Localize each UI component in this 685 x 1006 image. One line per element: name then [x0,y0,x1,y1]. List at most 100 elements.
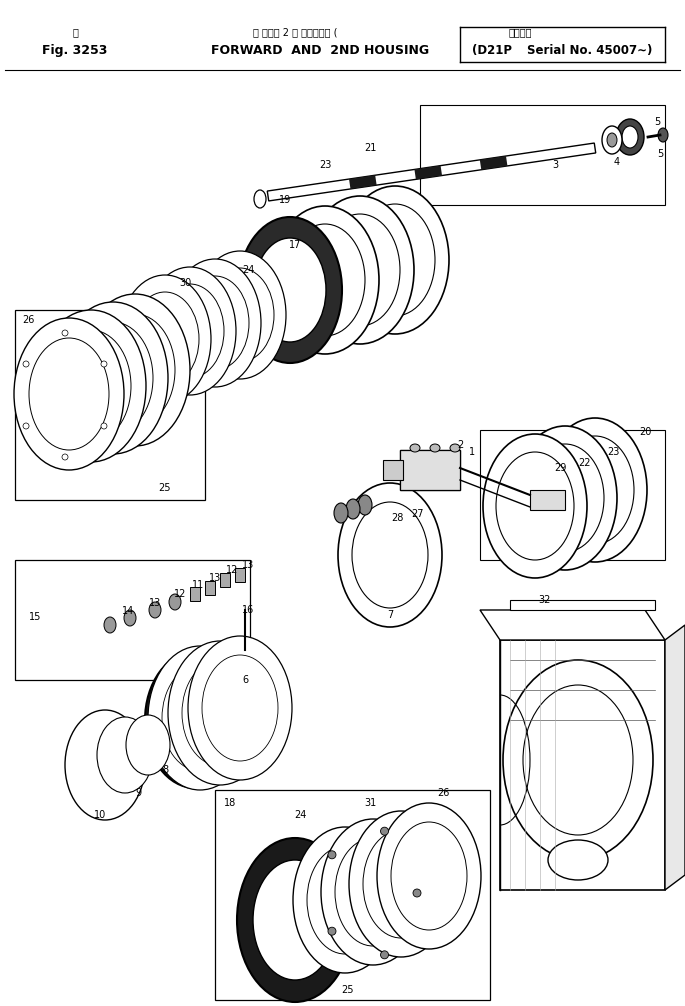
Text: 7: 7 [387,610,393,620]
Ellipse shape [602,126,622,154]
Polygon shape [500,640,665,890]
Ellipse shape [51,330,131,442]
Ellipse shape [306,196,414,344]
Ellipse shape [523,685,633,835]
Text: 32: 32 [539,595,551,605]
Text: 25: 25 [159,483,171,493]
Ellipse shape [483,434,587,578]
Ellipse shape [556,436,634,544]
Text: 13: 13 [149,598,161,608]
Ellipse shape [65,710,145,820]
Ellipse shape [543,418,647,562]
Text: 8: 8 [162,765,168,775]
Ellipse shape [349,811,453,957]
Polygon shape [267,143,596,201]
Ellipse shape [335,838,411,946]
Polygon shape [349,175,377,189]
Text: Serial No. 45007∼): Serial No. 45007∼) [527,43,653,56]
Text: 4: 4 [614,157,620,167]
Ellipse shape [144,267,236,395]
Text: 13: 13 [242,560,254,570]
Text: FORWARD  AND  2ND HOUSING: FORWARD AND 2ND HOUSING [211,43,429,56]
Polygon shape [215,790,490,1000]
Text: 1: 1 [469,447,475,457]
Ellipse shape [80,294,190,446]
Ellipse shape [254,238,326,342]
Text: 18: 18 [224,798,236,808]
Bar [235,568,245,582]
Text: 26: 26 [437,788,449,798]
Ellipse shape [36,310,146,462]
Text: 17: 17 [289,240,301,250]
Text: 15: 15 [29,612,41,622]
Ellipse shape [169,594,181,610]
Polygon shape [665,625,685,890]
Ellipse shape [131,292,199,386]
Ellipse shape [410,444,420,452]
Polygon shape [383,460,403,480]
Bar [220,573,230,586]
Text: 27: 27 [412,509,424,519]
Ellipse shape [321,819,425,965]
Ellipse shape [381,827,388,835]
Text: Fig. 3253: Fig. 3253 [42,43,108,56]
Polygon shape [15,310,205,500]
Text: 16: 16 [242,605,254,615]
Text: 14: 14 [122,606,134,616]
Text: 29: 29 [553,463,566,473]
Polygon shape [400,450,460,490]
Ellipse shape [391,822,467,930]
Ellipse shape [328,928,336,936]
Ellipse shape [358,495,372,515]
Ellipse shape [334,503,348,523]
Ellipse shape [160,670,230,770]
Ellipse shape [62,330,68,336]
Ellipse shape [124,610,136,626]
Text: 13: 13 [209,573,221,583]
Ellipse shape [73,322,153,434]
Text: 12: 12 [174,589,186,599]
Text: 5: 5 [657,149,663,159]
Polygon shape [480,610,665,640]
Ellipse shape [104,617,116,633]
Text: 前 および 2 速 ハウジング (: 前 および 2 速 ハウジング ( [253,27,337,37]
Text: 適用号機: 適用号機 [508,27,532,37]
Ellipse shape [338,483,442,627]
Ellipse shape [206,268,274,362]
Ellipse shape [95,314,175,426]
Ellipse shape [320,214,400,326]
Text: 6: 6 [242,675,248,685]
Ellipse shape [307,846,383,954]
Polygon shape [479,156,508,170]
Ellipse shape [285,224,365,336]
Ellipse shape [169,259,261,387]
Ellipse shape [355,204,435,316]
Ellipse shape [271,206,379,354]
Ellipse shape [254,190,266,208]
Ellipse shape [126,715,170,775]
Ellipse shape [548,840,608,880]
Text: 5: 5 [654,117,660,127]
Text: 12: 12 [226,565,238,575]
Ellipse shape [622,126,638,148]
Ellipse shape [101,361,107,367]
Ellipse shape [352,502,428,608]
Text: 11: 11 [192,580,204,590]
Ellipse shape [237,838,353,1002]
Ellipse shape [616,119,644,155]
Text: 28: 28 [391,513,403,523]
Ellipse shape [58,302,168,454]
Ellipse shape [119,275,211,403]
Ellipse shape [97,717,153,793]
Bar [190,586,200,601]
Ellipse shape [23,423,29,429]
Ellipse shape [381,951,388,959]
Ellipse shape [293,827,397,973]
Text: 9: 9 [135,788,141,798]
Text: 25: 25 [342,985,354,995]
Text: 前: 前 [72,27,78,37]
Text: (D21P: (D21P [472,43,512,56]
Polygon shape [414,166,442,179]
Text: 31: 31 [364,798,376,808]
Ellipse shape [363,830,439,938]
